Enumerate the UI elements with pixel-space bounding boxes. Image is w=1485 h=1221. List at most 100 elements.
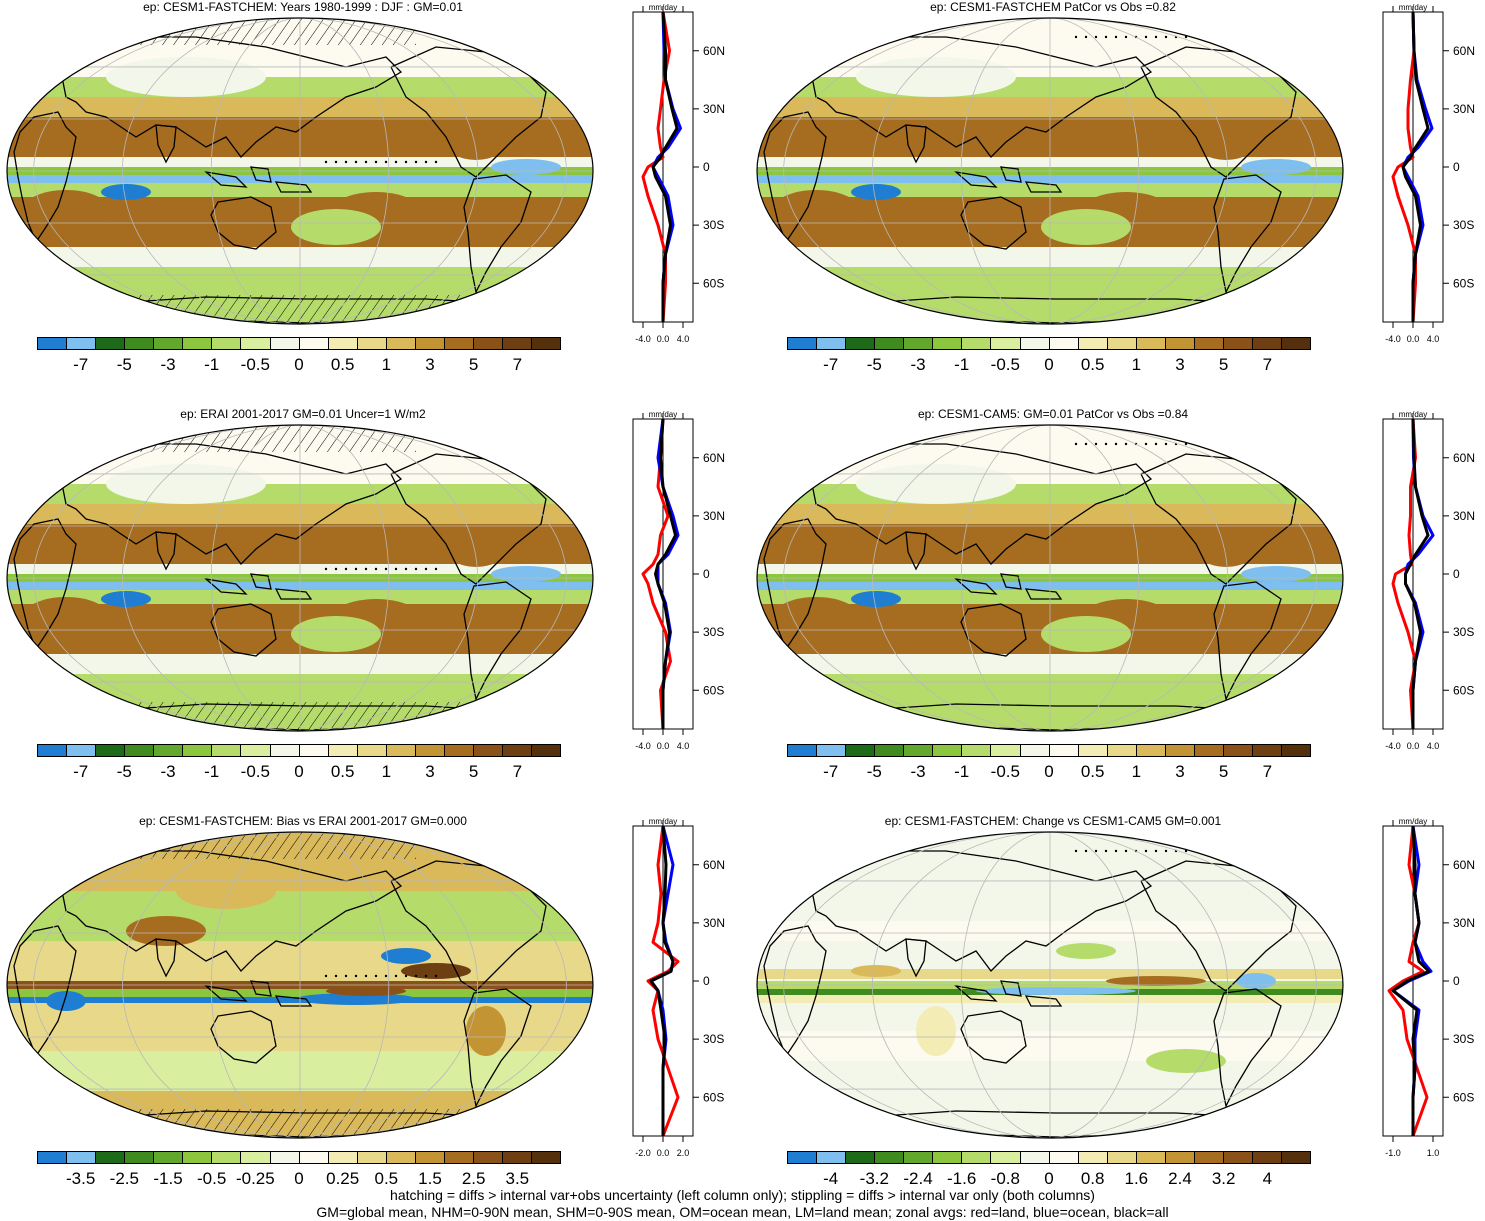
colorbar [787, 337, 1311, 350]
colorbar-label: -3.5 [66, 1169, 96, 1188]
colorbar [787, 744, 1311, 757]
colorbar-label: 2.5 [461, 1169, 486, 1188]
colorbar-swatch [1049, 338, 1079, 349]
zonal-xtick-label: 1.0 [1427, 1148, 1440, 1158]
colorbar-swatch [328, 1152, 358, 1163]
colorbar [787, 1151, 1311, 1164]
colorbar-swatch [183, 745, 213, 756]
colorbar-swatch [991, 1152, 1021, 1163]
colorbar-swatch [473, 338, 503, 349]
lat-label: 60S [1453, 1090, 1474, 1104]
panel-title: ep: CESM1-FASTCHEM: Years 1980-1999 : DJ… [143, 0, 463, 14]
colorbar-swatch [241, 1152, 271, 1163]
colorbar-swatch [1107, 745, 1137, 756]
colorbar-swatch [1253, 745, 1283, 756]
colorbar-swatch [788, 338, 818, 349]
colorbar-swatch [1253, 338, 1283, 349]
colorbar-label: 7 [512, 762, 523, 781]
colorbar-swatch [962, 745, 992, 756]
colorbar-swatch [1078, 338, 1108, 349]
robinson-map [6, 17, 594, 325]
colorbar-swatch [1282, 338, 1311, 349]
colorbar-swatch [1223, 745, 1253, 756]
colorbar-label: 3 [1175, 355, 1185, 374]
colorbar-swatch [1253, 1152, 1283, 1163]
colorbar-label: -5 [116, 762, 132, 781]
colorbar-swatch [386, 338, 416, 349]
zonal-mean-plot: -1.0 1.0 mm/day 60N 30N 0 30S 60S [1382, 817, 1475, 1158]
colorbar-label: 0 [294, 355, 304, 374]
lat-label: 60N [1453, 44, 1475, 58]
colorbar-swatch [817, 338, 847, 349]
colorbar [37, 1151, 561, 1164]
colorbar-swatch [1107, 338, 1137, 349]
colorbar-swatch [503, 338, 533, 349]
colorbar-swatch [270, 745, 300, 756]
colorbar-label: -4 [823, 1169, 839, 1188]
colorbar-swatch [962, 338, 992, 349]
colorbar-label: -1 [954, 355, 970, 374]
colorbar-label: 1 [1131, 762, 1142, 781]
colorbar-label: -1 [204, 762, 220, 781]
zonal-xtick-label: 4.0 [1427, 741, 1440, 751]
colorbar-swatch [270, 1152, 300, 1163]
zonal-all-line [1404, 418, 1430, 729]
colorbar-swatch [991, 745, 1021, 756]
colorbar-swatch [473, 745, 503, 756]
colorbar-label: -1.6 [947, 1169, 977, 1188]
zonal-unit-label: mm/day [1399, 817, 1427, 826]
colorbar-swatch [473, 1152, 503, 1163]
colorbar-swatch [503, 1152, 533, 1163]
lat-label: 30S [703, 625, 724, 639]
colorbar-swatch [444, 1152, 474, 1163]
colorbar-swatch [1194, 745, 1224, 756]
colorbar-label: 1 [381, 355, 392, 374]
zonal-xtick-label: 0.0 [657, 1148, 670, 1158]
colorbar-swatch [1194, 338, 1224, 349]
colorbar-swatch [933, 338, 963, 349]
colorbar-swatch [991, 338, 1021, 349]
colorbar-swatch [1020, 745, 1050, 756]
colorbar-swatch [241, 338, 271, 349]
lat-label: 30N [703, 509, 725, 523]
colorbar-label: 3.2 [1211, 1169, 1236, 1188]
colorbar-swatch [788, 1152, 818, 1163]
zonal-xtick-label: -4.0 [635, 334, 651, 344]
colorbar-label: -2.4 [903, 1169, 933, 1188]
colorbar-swatch [96, 1152, 126, 1163]
zonal-unit-label: mm/day [649, 3, 677, 12]
lat-label: 60N [1453, 451, 1475, 465]
zonal-all-line [1401, 11, 1430, 322]
colorbar-swatch [415, 745, 445, 756]
colorbar-swatch [1165, 338, 1195, 349]
panel-p4: ep: CESM1-CAM5: GM=0.01 PatCor vs Obs =0… [753, 407, 1483, 807]
zonal-xtick-label: 4.0 [1427, 334, 1440, 344]
lat-label: 60N [1453, 858, 1475, 872]
colorbar-swatch [1107, 1152, 1137, 1163]
colorbar-label: 7 [512, 355, 523, 374]
zonal-ocean-line [1401, 11, 1434, 322]
zonal-xtick-label: -2.0 [635, 1148, 651, 1158]
colorbar-label: 5 [1218, 355, 1229, 374]
zonal-mean-plot: -4.0 0.0 4.0 mm/day 60N 30N 0 30S 60S [632, 3, 725, 344]
panel-p6: ep: CESM1-FASTCHEM: Change vs CESM1-CAM5… [753, 814, 1483, 1214]
colorbar-labels: -4 -3.2 -2.4 -1.6 -0.8 0 0.8 1.6 2.4 3.2 4 [787, 1169, 1311, 1191]
zonal-mean-plot: -2.0 0.0 2.0 mm/day 60N 30N 0 30S 60S [632, 817, 725, 1158]
panel-title: ep: CESM1-CAM5: GM=0.01 PatCor vs Obs =0… [917, 407, 1189, 421]
colorbar-label: 0 [294, 1169, 304, 1188]
colorbar-label: -7 [823, 355, 839, 374]
colorbar-swatch [933, 1152, 963, 1163]
colorbar-swatch [817, 745, 847, 756]
colorbar-swatch [212, 1152, 242, 1163]
colorbar-swatch [788, 745, 818, 756]
lat-label: 0 [703, 567, 710, 581]
colorbar-swatch [1165, 1152, 1195, 1163]
colorbar-swatch [846, 338, 876, 349]
colorbar-label: 0 [1044, 355, 1054, 374]
colorbar-label: 0.25 [326, 1169, 360, 1188]
lat-label: 0 [703, 160, 710, 174]
footer-line-1: hatching = diffs > internal var+obs unce… [390, 1187, 1095, 1203]
colorbar-swatch [904, 338, 934, 349]
lat-label: 30S [1453, 218, 1474, 232]
colorbar-swatch [1165, 745, 1195, 756]
